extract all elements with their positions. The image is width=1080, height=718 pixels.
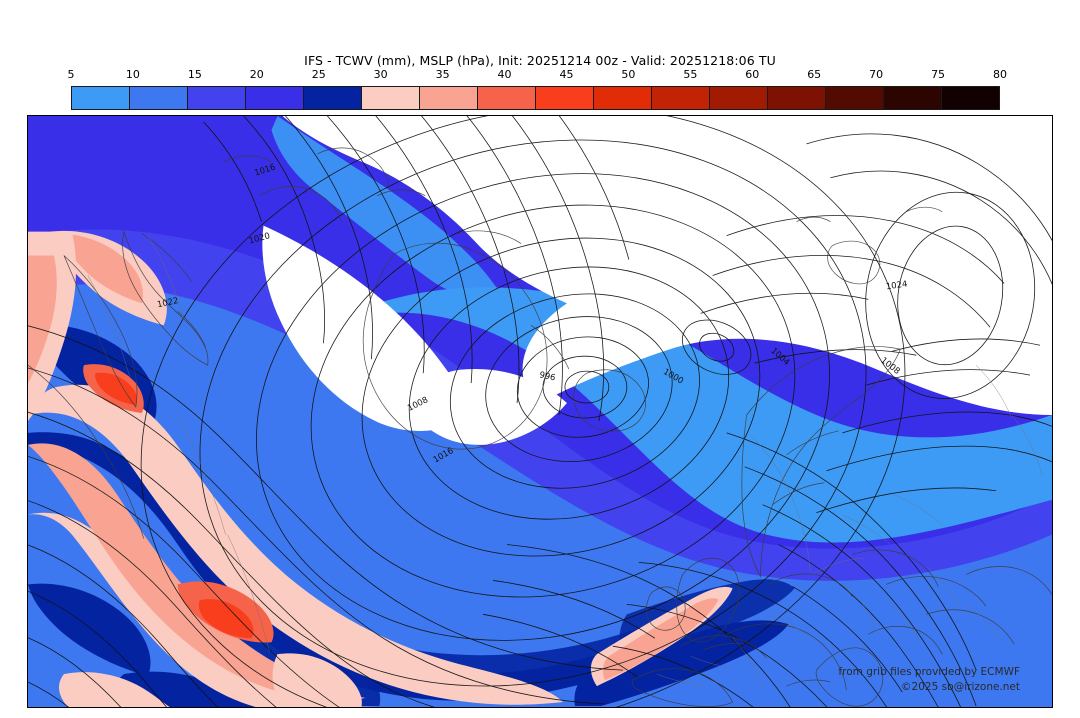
colorbar-segment <box>420 87 478 109</box>
colorbar-tick-label: 10 <box>125 68 140 81</box>
isobar-label-1022: 1022 <box>156 295 179 309</box>
colorbar-segment <box>768 87 826 109</box>
colorbar-tick-label: 40 <box>497 68 512 81</box>
colorbar-segment <box>188 87 246 109</box>
map-panel[interactable]: 1022 1008 1016 1024 1020 996 1000 1004 1… <box>27 115 1053 708</box>
colorbar-tick-label: 15 <box>187 68 202 81</box>
colorbar-tick-label: 30 <box>373 68 388 81</box>
colorbar-segment <box>478 87 536 109</box>
colorbar-tick-label: 20 <box>249 68 264 81</box>
colorbar-tick-labels: 5 10 15 20 25 30 35 40 45 50 55 60 65 70 75 80 <box>67 68 1008 83</box>
colorbar-tick-label: 70 <box>869 68 884 81</box>
colorbar-segment <box>362 87 420 109</box>
colorbar-tick-label: 35 <box>435 68 450 81</box>
colorbar-tick-label: 45 <box>559 68 574 81</box>
colorbar-tick-label: 65 <box>807 68 822 81</box>
isobar-label-996: 996 <box>539 369 557 382</box>
colorbar-segment <box>130 87 188 109</box>
colorbar-segment <box>246 87 304 109</box>
colorbar-segments <box>71 86 1000 110</box>
colorbar-segment <box>652 87 710 109</box>
colorbar-tick-label: 55 <box>683 68 698 81</box>
colorbar-segment <box>304 87 362 109</box>
isobar-label-1024: 1024 <box>885 278 908 291</box>
colorbar-tick-label: 80 <box>993 68 1007 81</box>
colorbar-tick-label: 5 <box>67 68 75 81</box>
colorbar-segment <box>536 87 594 109</box>
colorbar-segment <box>942 87 999 109</box>
page-title: IFS - TCWV (mm), MSLP (hPa), Init: 20251… <box>304 53 776 68</box>
colorbar-tick-label: 50 <box>621 68 636 81</box>
colorbar-segment <box>72 87 130 109</box>
colorbar-segment <box>594 87 652 109</box>
colorbar-tick-label: 25 <box>311 68 326 81</box>
map-canvas: 1022 1008 1016 1024 1020 996 1000 1004 1… <box>28 116 1052 707</box>
colorbar-segment <box>710 87 768 109</box>
colorbar-tick-label: 75 <box>931 68 946 81</box>
colorbar-segment <box>884 87 942 109</box>
colorbar-segment <box>826 87 884 109</box>
colorbar <box>71 86 1000 110</box>
colorbar-tick-label: 60 <box>745 68 760 81</box>
